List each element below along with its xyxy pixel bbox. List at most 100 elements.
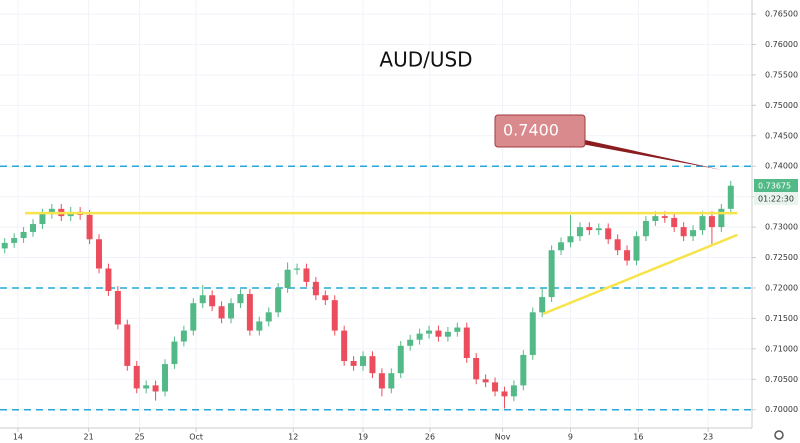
candle-body (39, 213, 46, 225)
candle-body (397, 345, 404, 374)
candle-body (30, 224, 37, 232)
candle-body (727, 185, 734, 209)
candle-body (624, 250, 631, 261)
x-tick-label: 9 (568, 433, 573, 442)
candle-body (162, 364, 169, 392)
candle-body (114, 291, 121, 325)
candle-body (360, 356, 367, 366)
y-tick-label: 0.74000 (765, 162, 798, 171)
candle-body (275, 287, 282, 313)
candle-body (558, 242, 565, 251)
callout-pointer (560, 140, 722, 170)
candle-body (143, 385, 150, 389)
candle-body (482, 379, 489, 383)
candle-body (105, 268, 112, 292)
candle-body (48, 208, 55, 214)
candle-body (11, 238, 18, 243)
candle-body (331, 300, 338, 331)
gear[interactable] (774, 430, 784, 440)
callout: 0.7400 (494, 114, 722, 170)
candle-body (520, 354, 527, 386)
x-tick-label: 21 (84, 433, 94, 442)
candle-body (388, 373, 395, 389)
candle-body (444, 331, 451, 337)
x-tick-label: Oct (189, 433, 203, 442)
last-price-tag (754, 178, 798, 192)
candle-body (416, 333, 423, 340)
candle-body (303, 268, 310, 282)
candle-body (510, 385, 517, 397)
settings-icon[interactable] (774, 430, 784, 440)
candle-body (454, 327, 461, 332)
y-tick-label: 0.76500 (765, 10, 798, 19)
candle-body (341, 330, 348, 362)
countdown-tag (754, 191, 798, 205)
candle-body (369, 356, 376, 374)
candle-body (171, 341, 178, 365)
candle-body (350, 361, 357, 366)
trend-line (542, 233, 738, 316)
y-tick-label: 0.72500 (765, 253, 798, 262)
candle-body (322, 295, 329, 301)
x-tick-label: 16 (633, 433, 643, 442)
candle-body (567, 236, 574, 243)
x-tick-label: 26 (425, 433, 435, 442)
y-tick-label: 0.70000 (765, 405, 798, 414)
candle-body (312, 281, 319, 296)
y-tick-label: 0.70500 (765, 375, 798, 384)
y-tick-label: 0.73000 (765, 223, 798, 232)
candle-body (435, 330, 442, 337)
candle-body (614, 239, 621, 251)
x-tick-label: 12 (288, 433, 298, 442)
plot (0, 165, 752, 411)
candle-body (529, 312, 536, 355)
x-tick-label: 14 (13, 433, 23, 442)
chart-title: AUD/USD (379, 48, 472, 72)
y-tick-label: 0.72000 (765, 283, 798, 292)
candle-body (463, 327, 470, 358)
candle-body (237, 294, 244, 304)
candle-body (708, 216, 715, 228)
candle-body (539, 297, 546, 313)
y-tick-label: 0.71000 (765, 344, 798, 353)
candle-body (133, 365, 140, 389)
candle-body (501, 391, 508, 397)
candle-body (680, 227, 687, 237)
candle-body (378, 373, 385, 389)
candle-body (595, 228, 602, 231)
candle-body (473, 357, 480, 380)
x-tick-label: 25 (134, 433, 144, 442)
y-tick-label: 0.75000 (765, 101, 798, 110)
candle-body (492, 382, 499, 392)
candle-body (426, 330, 433, 334)
x-tick-label: Nov (495, 433, 511, 442)
candle-body (652, 216, 659, 222)
candle-body (152, 385, 159, 392)
candle-body (690, 230, 697, 237)
y-tick-label: 0.75500 (765, 70, 798, 79)
candle-body (20, 231, 27, 239)
candle-body (96, 239, 103, 269)
candle-body (228, 303, 235, 319)
callout-text: 0.7400 (503, 121, 559, 140)
candle-body (548, 250, 555, 298)
candle-body (218, 306, 225, 319)
candle-body (265, 312, 272, 322)
candle-body (294, 268, 301, 270)
candle-body (661, 216, 668, 218)
candle-body (576, 227, 583, 237)
candle-body (246, 294, 253, 331)
candle-body (718, 208, 725, 228)
x-tick-label: 19 (358, 433, 368, 442)
candle-body (633, 236, 640, 261)
candle-body (209, 295, 216, 307)
candle-body (605, 228, 612, 240)
callout-box (494, 114, 586, 148)
y-tick-label: 0.71500 (765, 314, 798, 323)
candle-body (1, 242, 8, 249)
y-tick-label: 0.76000 (765, 40, 798, 49)
candle-body (586, 227, 593, 231)
candle-body (699, 216, 706, 231)
candle-body (256, 321, 263, 331)
